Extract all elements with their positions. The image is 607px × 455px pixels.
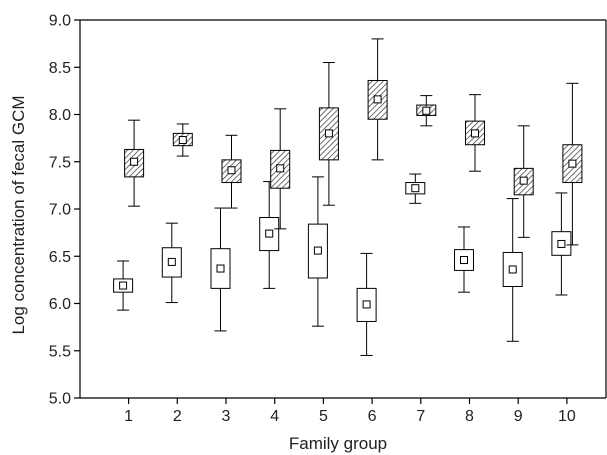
- box-hatched-4: [270, 108, 291, 230]
- box-open-5: [307, 176, 328, 327]
- median-marker: [422, 106, 431, 115]
- median-marker: [119, 281, 128, 290]
- y-tick-label: 9.0: [49, 13, 71, 30]
- x-tick-label: 10: [558, 408, 576, 425]
- box-open-8: [454, 226, 474, 293]
- median-marker: [313, 246, 322, 255]
- y-tick-label: 7.5: [49, 154, 71, 171]
- box-hatched-1: [124, 119, 145, 207]
- median-marker: [471, 129, 479, 138]
- y-tick-label: 8.0: [49, 107, 71, 124]
- median-marker: [178, 136, 187, 145]
- median-marker: [216, 264, 225, 273]
- x-tick-label: 5: [319, 408, 328, 425]
- median-marker: [411, 184, 420, 193]
- box-hatched-6: [367, 38, 388, 161]
- box-hatched-2: [172, 123, 193, 157]
- y-tick-label: 7.0: [49, 202, 71, 219]
- x-tick-label: 1: [124, 408, 133, 425]
- median-marker: [508, 265, 517, 274]
- y-tick-label: 6.0: [49, 296, 71, 313]
- x-tick-label: 6: [368, 408, 377, 425]
- box-hatched-5: [318, 62, 339, 206]
- median-marker: [557, 239, 566, 248]
- box-open-2: [161, 222, 182, 304]
- median-marker: [276, 164, 285, 173]
- y-tick-label: 6.5: [49, 249, 71, 266]
- box-open-4: [259, 181, 280, 289]
- box-hatched-10: [562, 82, 583, 246]
- median-marker: [460, 256, 468, 265]
- median-marker: [130, 157, 139, 166]
- median-marker: [519, 176, 528, 185]
- x-axis-title: Family group: [289, 434, 387, 453]
- x-tick-label: 7: [416, 408, 425, 425]
- box-series: [113, 38, 583, 356]
- x-tick-label: 3: [222, 408, 231, 425]
- y-tick-label: 8.5: [49, 60, 71, 77]
- box-hatched-8: [465, 94, 485, 172]
- median-marker: [265, 229, 274, 238]
- box-hatched-7: [416, 95, 437, 127]
- median-marker: [227, 166, 236, 175]
- y-tick-label: 5.5: [49, 343, 71, 360]
- box-hatched-9: [513, 125, 534, 238]
- box-open-7: [405, 173, 426, 204]
- x-tick-label: 8: [465, 408, 474, 425]
- median-marker: [324, 129, 333, 138]
- plot-frame: [79, 19, 607, 399]
- median-marker: [167, 257, 176, 266]
- box-open-1: [113, 260, 134, 311]
- x-tick-label: 9: [514, 408, 523, 425]
- y-tick-label: 5.0: [49, 391, 71, 408]
- median-marker: [373, 95, 382, 104]
- box-hatched-3: [221, 134, 242, 209]
- box-open-9: [502, 198, 523, 342]
- box-open-10: [551, 192, 572, 296]
- x-axis: 1 2 3 4 5 6 7 8 9 10: [124, 398, 576, 425]
- box-open-3: [210, 207, 231, 332]
- y-axis-title: Log concentration of fecal GCM: [9, 95, 28, 334]
- median-marker: [568, 159, 577, 168]
- x-tick-label: 4: [270, 408, 279, 425]
- x-tick-label: 2: [173, 408, 182, 425]
- box-open-6: [356, 252, 377, 356]
- median-marker: [362, 300, 371, 309]
- y-axis: 5.0 5.5 6.0 6.5 7.0 7.5 8.0 8.5 9.0: [49, 13, 80, 408]
